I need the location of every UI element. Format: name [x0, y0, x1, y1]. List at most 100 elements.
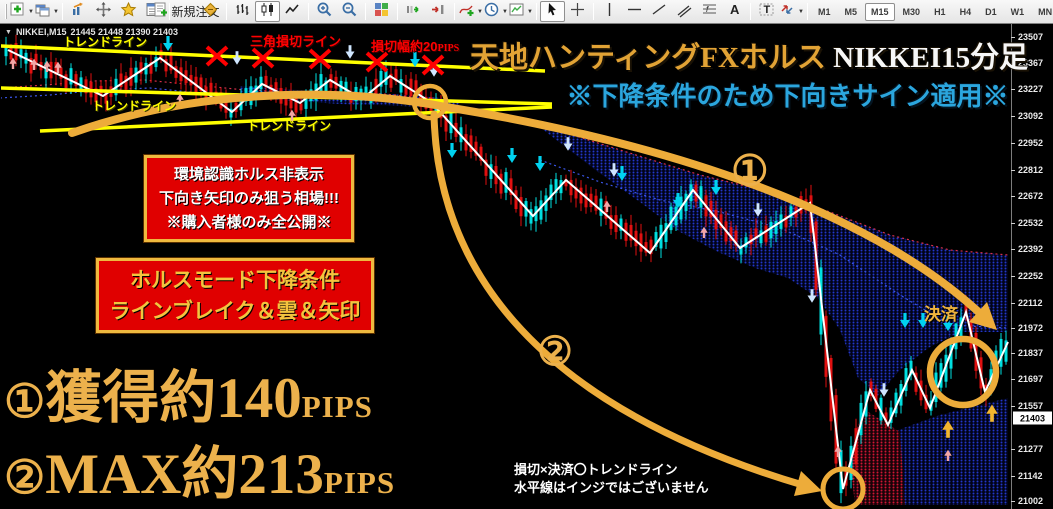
caret-down-icon: ▼: [798, 8, 804, 15]
timeframe-w1-button[interactable]: W1: [1010, 6, 1025, 17]
title-white: NIKKEI15分足: [825, 42, 1029, 74]
trendline-icon: [651, 1, 668, 23]
favorites-button[interactable]: [116, 1, 141, 22]
price-axis-label: 22252: [1018, 271, 1044, 281]
triangle-stop-label: 三角損切ライン: [250, 34, 342, 49]
fibonacci-button[interactable]: f: [697, 1, 722, 22]
new-chart-button[interactable]: ▼: [9, 1, 34, 22]
timeframe-m15-button[interactable]: M15: [865, 2, 895, 21]
result-1: ①獲得約140PIPS: [4, 367, 373, 430]
chart-candles-icon: [259, 1, 276, 23]
toolbar-separator: [365, 3, 366, 20]
svg-text:T: T: [764, 4, 771, 16]
auto-scroll-button[interactable]: [401, 1, 426, 22]
toolbar-separator: [454, 3, 455, 20]
price-axis-label: 22672: [1018, 191, 1044, 201]
svg-text:f: f: [706, 5, 709, 14]
page-title: 天地ハンティングFXホルス NIKKEI15分足: [470, 34, 1028, 76]
periods-button[interactable]: ▼: [483, 1, 508, 22]
arrow-objects-button[interactable]: ▼: [779, 1, 804, 22]
crosshair-button[interactable]: [565, 1, 590, 22]
toolbar-separator: [226, 3, 227, 20]
exit-label: 決済: [924, 305, 958, 324]
marker-1: ①: [731, 149, 769, 195]
price-axis-label: 21142: [1018, 471, 1043, 481]
chart-shift-button[interactable]: [426, 1, 451, 22]
result-2: ②MAX約213PIPS: [4, 443, 396, 506]
metaeditor-button[interactable]: [198, 1, 223, 22]
toolbar-separator: [397, 3, 398, 20]
price-axis-label: 21002: [1018, 496, 1044, 506]
tile-windows-button[interactable]: [369, 1, 394, 22]
symbol-info-line: ▼ NIKKEI,M15 21445 21448 21390 21403: [5, 27, 178, 37]
timeframe-m1-button[interactable]: M1: [818, 6, 831, 17]
chart-line-button[interactable]: [280, 1, 305, 22]
indicators-button[interactable]: ▼: [458, 1, 483, 22]
new-order-button[interactable]: 新規注文: [154, 1, 220, 22]
svg-text:A: A: [730, 2, 740, 17]
current-price-tag: 21403: [1013, 411, 1052, 425]
price-axis[interactable]: 23507 23367 23227 23092 22952 22812 22672 22532…: [1011, 23, 1053, 509]
price-axis-label: 22392: [1018, 244, 1044, 254]
timeframe-m30-button[interactable]: M30: [902, 6, 921, 17]
timeframe-m5-button[interactable]: M5: [844, 6, 858, 17]
vertical-line-button[interactable]: [597, 1, 622, 22]
cursor-button[interactable]: [540, 1, 565, 22]
page-subtitle: ※下降条件のため下向きサイン適用※: [566, 82, 1009, 111]
trendline-label-3: トレンドライン: [247, 119, 332, 133]
trendline-label-1: トレンドライン: [63, 35, 148, 49]
market-watch-button[interactable]: [66, 1, 91, 22]
profiles-icon: [34, 1, 51, 23]
title-gold: 天地ハンティングFXホルス: [470, 42, 826, 74]
market-watch-icon: [70, 1, 87, 23]
symbol-ohlc: 21445 21448 21390 21403: [70, 27, 179, 37]
toolbar-separator: [169, 3, 170, 20]
timeframe-mn-button[interactable]: MN: [1038, 6, 1053, 17]
new-order-icon: [152, 1, 169, 23]
text-button[interactable]: A: [722, 1, 747, 22]
favorites-icon: [120, 1, 137, 23]
profiles-button[interactable]: ▼: [34, 1, 59, 22]
price-axis-label: 22112: [1018, 298, 1043, 308]
trendline-button[interactable]: [647, 1, 672, 22]
navigator-button[interactable]: [91, 1, 116, 22]
caret-down-icon: ▼: [502, 8, 508, 15]
caret-down-icon: ▼: [53, 8, 59, 15]
chart-line-icon: [284, 1, 301, 23]
timeframe-h4-button[interactable]: H4: [959, 6, 972, 17]
text-label-button[interactable]: T: [754, 1, 779, 22]
timeframe-h1-button[interactable]: H1: [934, 6, 946, 17]
toolbar-separator: [807, 3, 808, 20]
stop-width-label: 損切幅約20PIPS: [371, 39, 460, 54]
toolbar-separator: [62, 3, 63, 20]
chart-bars-button[interactable]: [230, 1, 255, 22]
chart-shift-icon: [430, 1, 447, 23]
channel-button[interactable]: [672, 1, 697, 22]
price-axis-label: 23227: [1018, 84, 1044, 94]
new-chart-icon: [9, 1, 26, 23]
toolbar-separator: [593, 3, 594, 20]
toolbar-grip: [5, 4, 7, 19]
zoom-out-button[interactable]: [337, 1, 362, 22]
toolbar-separator: [308, 3, 309, 20]
symbol-name: NIKKEI,M15: [15, 27, 67, 37]
zoom-in-button[interactable]: [312, 1, 337, 22]
chart-candles-button[interactable]: [255, 1, 280, 22]
chevron-down-icon[interactable]: ▼: [5, 28, 12, 36]
metaeditor-icon: [202, 1, 219, 23]
horizontal-line-button[interactable]: [622, 1, 647, 22]
templates-button[interactable]: ▼: [508, 1, 533, 22]
price-axis-label: 23367: [1018, 58, 1044, 68]
templates-icon: [508, 1, 525, 23]
timeframe-d1-button[interactable]: D1: [985, 6, 997, 17]
callout-box-environment: 環境認識ホルス非表示 下向き矢印のみ狙う相場!!! ※購入者様のみ全公開※: [144, 155, 354, 242]
price-axis-label: 23507: [1018, 32, 1044, 42]
price-axis-label: 21277: [1018, 444, 1044, 454]
trendline-label-2: トレンドライン: [92, 99, 177, 113]
chart-bars-icon: [234, 1, 251, 23]
tile-windows-icon: [373, 1, 390, 23]
periods-icon: [483, 1, 500, 23]
text-icon: A: [726, 1, 743, 23]
toolbar-separator: [750, 3, 751, 20]
